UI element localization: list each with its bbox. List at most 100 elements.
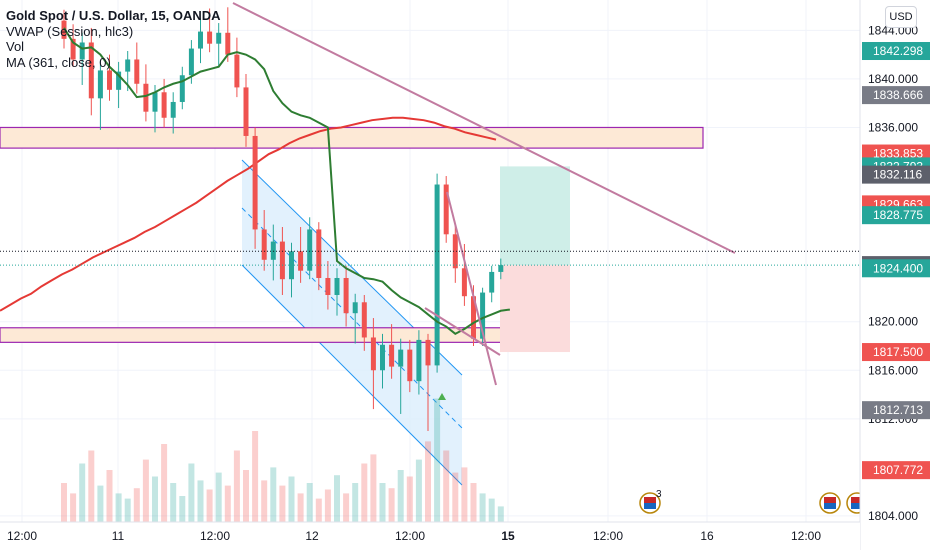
- economic-event-marker[interactable]: [819, 492, 841, 514]
- candle-body: [425, 339, 431, 366]
- candle-body: [389, 344, 395, 367]
- candle-body: [152, 92, 158, 112]
- candle: [243, 74, 249, 147]
- candle-body: [352, 302, 358, 314]
- candle: [380, 333, 385, 389]
- candle: [452, 224, 458, 283]
- volume-bar: [452, 472, 459, 522]
- price-tick-label: 1816.000: [868, 363, 918, 377]
- candle: [434, 173, 440, 373]
- trendline-wedge-upper: [446, 191, 497, 386]
- candle: [325, 261, 331, 310]
- candle-body: [243, 87, 249, 136]
- candle: [279, 227, 285, 295]
- candle-body: [489, 271, 495, 293]
- price-label: 1838.666: [862, 86, 930, 105]
- candle: [489, 265, 495, 303]
- candle: [198, 18, 203, 64]
- economic-event-marker[interactable]: 3: [639, 489, 662, 514]
- candle-body: [316, 229, 322, 278]
- event-count: 3: [656, 489, 662, 500]
- volume-bar: [215, 472, 222, 522]
- candle-body: [407, 349, 413, 382]
- volume-bar: [142, 459, 149, 522]
- volume-bar: [306, 483, 313, 522]
- volume-bar: [279, 485, 286, 522]
- candle-body: [225, 32, 231, 55]
- volume-bar: [233, 450, 240, 522]
- volume-bar: [270, 467, 277, 522]
- volume-bar: [261, 480, 268, 522]
- candle-body: [498, 265, 504, 272]
- candle-body: [188, 48, 194, 76]
- candle-body: [143, 83, 149, 112]
- flag-stripe: [644, 497, 656, 503]
- time-tick-label: 12:00: [7, 529, 37, 543]
- candle: [116, 61, 122, 109]
- volume-bar: [288, 476, 295, 522]
- support-resistance-zone: [0, 327, 512, 343]
- volume-bar: [161, 444, 168, 522]
- candle-body: [443, 184, 449, 235]
- volume-bar: [388, 488, 395, 522]
- price-label: 1828.775: [862, 206, 930, 225]
- volume-bars: [61, 398, 504, 522]
- flag-field: [824, 503, 836, 509]
- candle-body: [361, 302, 367, 338]
- candle: [107, 54, 112, 101]
- candle: [170, 92, 176, 134]
- flag-stripe: [824, 497, 836, 503]
- candle: [298, 227, 304, 283]
- price-label-bg: [862, 461, 930, 480]
- candle-body: [161, 92, 167, 118]
- candle: [443, 176, 449, 243]
- candle-body: [134, 59, 140, 84]
- regression-channel: [242, 160, 462, 485]
- volume-bar: [406, 476, 413, 522]
- candle-body: [179, 75, 185, 102]
- volume-bar: [370, 454, 377, 522]
- volume-bar: [497, 506, 504, 522]
- candle: [252, 127, 258, 249]
- volume-bar: [170, 483, 177, 522]
- volume-bar: [188, 463, 195, 522]
- vwap-line: [63, 27, 511, 336]
- volume-bar: [425, 441, 431, 522]
- candle: [425, 333, 431, 431]
- price-tick-label: 1804.000: [868, 509, 918, 523]
- volume-bar: [334, 475, 340, 522]
- volume-bar: [88, 450, 95, 522]
- price-label-text: 1817.500: [873, 345, 923, 359]
- price-tick-label: 1840.000: [868, 72, 918, 86]
- price-label-bg: [862, 206, 930, 225]
- candle: [352, 293, 358, 344]
- currency-button[interactable]: USD: [885, 6, 917, 28]
- price-label: 1817.500: [862, 343, 930, 362]
- volume-bar: [79, 463, 86, 522]
- candle: [70, 24, 76, 67]
- time-tick-label: 15: [501, 529, 515, 543]
- price-tick-label: 1820.000: [868, 315, 918, 329]
- volume-bar: [61, 483, 67, 522]
- price-label-text: 1838.666: [873, 88, 923, 102]
- time-tick-label: 12:00: [200, 529, 230, 543]
- channel-mid-line: [241, 207, 463, 429]
- price-label-text: 1807.772: [873, 463, 923, 477]
- volume-bar: [179, 496, 186, 522]
- candle-body: [298, 251, 304, 271]
- volume-bar: [197, 480, 204, 522]
- candle-body: [416, 339, 422, 382]
- volume-bar: [243, 470, 249, 522]
- ma-line: [0, 116, 497, 312]
- price-label-text: 1832.116: [873, 168, 922, 182]
- trendline-descending: [232, 2, 736, 254]
- candle-body: [170, 101, 176, 118]
- volume-bar: [324, 489, 331, 522]
- position-target-area: [500, 166, 570, 266]
- candle-body: [452, 234, 458, 269]
- time-tick-label: 12:00: [593, 529, 623, 543]
- volume-bar: [434, 398, 441, 522]
- support-resistance-zone: [0, 126, 704, 149]
- volume-bar: [70, 493, 77, 522]
